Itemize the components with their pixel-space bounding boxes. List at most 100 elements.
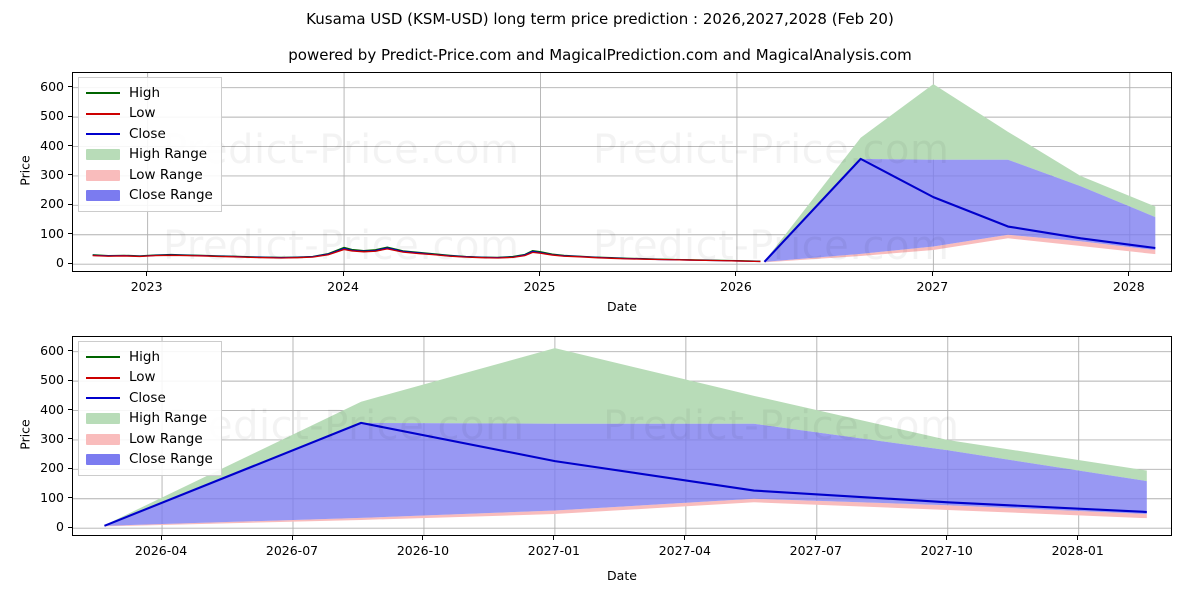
legend-item-low-range[interactable]: Low Range: [86, 165, 213, 186]
y-axis-tick-label: 100: [40, 225, 64, 241]
x-axis-tick-label: 2027-07: [789, 543, 842, 558]
y-axis-tick-mark: [68, 262, 72, 264]
x-axis-tick-mark: [422, 536, 424, 540]
forecast-close-line: [104, 421, 1147, 527]
x-axis-tick-mark: [735, 272, 737, 276]
low-range-band: [104, 498, 1147, 527]
legend-swatch-line-icon: [86, 87, 120, 100]
legend-item-label: Low: [129, 369, 156, 385]
legend-item-label: High: [129, 84, 161, 101]
x-axis-tick-label: 2027-10: [920, 543, 973, 558]
x-axis-tick-mark: [1077, 536, 1079, 540]
history-low-line: [92, 248, 761, 263]
x-axis-tick-mark: [291, 536, 293, 540]
x-axis-tick-mark: [684, 536, 686, 540]
legend-item-label: Low Range: [129, 430, 203, 447]
legend-item-close[interactable]: Close: [86, 388, 213, 409]
legend-swatch-patch-icon: [86, 190, 120, 202]
low-range-band: [764, 234, 1156, 263]
y-axis-tick-label: 300: [40, 430, 64, 446]
x-axis-tick-label: 2026: [720, 279, 752, 294]
forecast-close-line: [763, 157, 1156, 263]
legend-swatch-line-icon: [86, 351, 120, 364]
chart-legend[interactable]: High Low Close High Range Low Range Close Ran…: [78, 77, 222, 212]
y-axis-tick-mark: [68, 203, 72, 205]
x-axis-tick-mark: [1128, 272, 1130, 276]
y-axis-tick-mark: [68, 409, 72, 411]
close-range-band: [104, 422, 1147, 526]
y-axis-tick-label: 600: [40, 78, 64, 94]
y-axis-tick-label: 400: [40, 401, 64, 417]
top-plot-area: Predict-Price.comPredict-Price.comPredic…: [72, 72, 1172, 272]
x-axis-tick-mark: [146, 272, 148, 276]
y-axis-tick-mark: [68, 438, 72, 440]
x-axis-tick-label: 2027-01: [527, 543, 580, 558]
x-axis-tick-mark: [160, 536, 162, 540]
legend-swatch-patch-icon: [86, 433, 120, 445]
close-range-band: [764, 158, 1156, 262]
x-axis-tick-label: 2028-01: [1051, 543, 1104, 558]
y-axis-tick-mark: [68, 467, 72, 469]
legend-item-high-range[interactable]: High Range: [86, 409, 213, 430]
legend-item-label: High: [129, 348, 161, 365]
legend-swatch-patch-icon: [86, 413, 120, 425]
legend-item-label: Close Range: [129, 187, 213, 203]
high-range-band: [764, 84, 1156, 262]
y-axis-tick-mark: [68, 86, 72, 88]
y-axis-tick-label: 100: [40, 489, 64, 505]
legend-item-close-range[interactable]: Close Range: [86, 450, 213, 471]
y-axis-tick-mark: [68, 350, 72, 352]
high-range-band: [104, 348, 1147, 526]
y-axis-tick-label: 500: [40, 108, 64, 124]
legend-item-low[interactable]: Low: [86, 368, 213, 389]
legend-item-label: Close Range: [129, 451, 213, 467]
x-axis-tick-mark: [342, 272, 344, 276]
x-axis-tick-label: 2026-04: [134, 543, 188, 558]
x-axis-tick-label: 2027-04: [658, 543, 711, 558]
legend-item-close-range[interactable]: Close Range: [86, 186, 213, 207]
y-axis-tick-mark: [68, 115, 72, 117]
legend-item-low-range[interactable]: Low Range: [86, 429, 213, 450]
y-axis-tick-label: 200: [40, 196, 64, 212]
legend-swatch-patch-icon: [86, 454, 120, 466]
grid-lines: [73, 73, 1171, 271]
x-axis-tick-label: 2027: [916, 279, 949, 294]
y-axis-tick-label: 0: [56, 255, 64, 271]
legend-item-label: High Range: [129, 410, 208, 426]
legend-item-low[interactable]: Low: [86, 104, 213, 125]
bottom-plot-area: Predict-Price.comPredict-Price.com: [72, 336, 1172, 536]
x-axis-tick-label: 2026-10: [396, 543, 450, 558]
x-axis-tick-label: 2025: [523, 279, 556, 294]
legend-item-label: Low Range: [129, 166, 203, 183]
y-axis-tick-label: 200: [40, 460, 64, 476]
legend-item-label: Close: [129, 389, 166, 406]
legend-item-high[interactable]: High: [86, 83, 213, 104]
chart-legend[interactable]: High Low Close High Range Low Range Close Ran…: [78, 341, 222, 476]
bottom-plot-graphics: [73, 337, 1171, 535]
legend-item-high-range[interactable]: High Range: [86, 145, 213, 166]
y-axis-tick-mark: [68, 379, 72, 381]
y-axis-tick-label: 300: [40, 166, 64, 182]
y-axis-tick-mark: [68, 526, 72, 528]
x-axis-tick-mark: [539, 272, 540, 276]
legend-item-label: High Range: [129, 146, 208, 162]
legend-swatch-patch-icon: [86, 149, 120, 161]
legend-item-close[interactable]: Close: [86, 124, 213, 145]
y-axis-tick-label: 600: [40, 342, 64, 358]
x-axis-tick-label: 2028: [1112, 279, 1145, 294]
y-axis-tick-label: 0: [56, 519, 64, 535]
legend-swatch-line-icon: [86, 128, 120, 141]
legend-swatch-patch-icon: [86, 169, 120, 181]
legend-swatch-line-icon: [86, 371, 120, 384]
x-axis-tick-label: 2024: [327, 279, 359, 294]
x-axis-tick-label: 2023: [130, 279, 163, 294]
legend-item-high[interactable]: High: [86, 347, 213, 368]
y-axis-tick-mark: [68, 174, 72, 176]
y-axis-tick-mark: [68, 233, 72, 235]
chart-main-title: Kusama USD (KSM-USD) long term price pre…: [306, 10, 894, 28]
legend-swatch-line-icon: [86, 107, 120, 120]
y-axis-tick-label: 400: [40, 137, 64, 153]
y-axis-tick-mark: [68, 145, 72, 147]
legend-item-label: Low: [129, 105, 156, 121]
